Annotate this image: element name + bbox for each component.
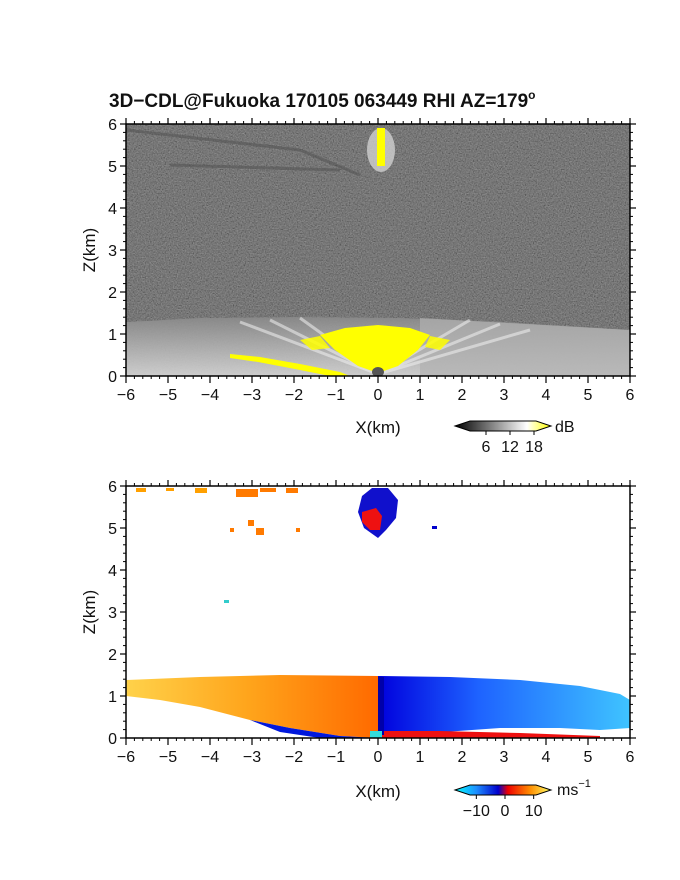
cloud-echo-aloft [377,128,385,166]
chart-title: 3D−CDL@Fukuoka 170105 063449 RHI AZ=179o [109,88,536,112]
x-tick-label: 3 [500,387,509,404]
x-tick-label: 6 [626,749,635,766]
strong-echo-fringe [300,336,450,350]
y-tick-label: 2 [108,285,117,302]
x-tick-label: −2 [285,749,303,766]
y-tick-label: 1 [108,689,117,706]
outflow-east [378,676,630,738]
colorbar-velocity-unit: ms−1 [557,778,591,799]
velocity-ylabel: Z(km) [80,590,99,634]
y-tick-label: 4 [108,563,117,580]
reflectivity-panel [126,124,630,376]
colorbar-tick-label: −10 [463,803,490,820]
x-tick-label: −4 [201,749,219,766]
x-tick-label: −1 [327,749,345,766]
stray-return-blue [432,526,437,529]
x-tick-label: 4 [542,387,551,404]
x-tick-label: −6 [117,387,135,404]
colorbar-velocity-bar [453,784,553,796]
y-tick-label: 5 [108,159,117,176]
colorbar-tick-label: 6 [482,439,491,456]
colorbar-tick-label: 0 [501,803,510,820]
strong-echo-near-radar [320,325,430,373]
low-level-strong-echo [230,354,350,376]
x-tick-label: 6 [626,387,635,404]
x-tick-label: −5 [159,749,177,766]
y-tick-label: 6 [108,479,117,496]
x-tick-label: −2 [285,387,303,404]
reflectivity-xlabel: X(km) [355,418,400,437]
colorbar-tick-label: 12 [501,439,519,456]
upper-level-returns [136,488,300,535]
y-tick-label: 4 [108,201,117,218]
velocity-xlabel: X(km) [355,782,400,801]
outflow-west [126,675,378,738]
y-tick-label: 6 [108,117,117,134]
x-tick-label: 5 [584,749,593,766]
x-tick-label: 2 [458,749,467,766]
reflectivity-ylabel: Z(km) [80,228,99,272]
reflectivity-axes: −6 −5 −4 −3 −2 −1 0 1 2 3 4 5 6 0 1 2 3 4 5 6 [108,117,636,404]
x-tick-label: −3 [243,749,261,766]
stray-return-cyan [224,600,229,603]
velocity-panel [126,486,630,738]
velocity-axes: −6 −5 −4 −3 −2 −1 0 1 2 3 4 5 6 0 1 2 3 4 5 6 [108,479,636,766]
near-ground-dark-east [378,677,384,735]
y-tick-label: 5 [108,521,117,538]
x-tick-label: −6 [117,749,135,766]
x-tick-label: 2 [458,387,467,404]
y-tick-label: 0 [108,369,117,386]
x-tick-label: 3 [500,749,509,766]
x-tick-label: 0 [374,387,383,404]
y-tick-label: 0 [108,731,117,748]
x-tick-label: 5 [584,387,593,404]
reflectivity-colorbar: dB 6 12 18 [453,419,575,456]
colorbar-tick-label: 10 [525,803,543,820]
x-tick-label: −5 [159,387,177,404]
x-tick-label: 4 [542,749,551,766]
y-tick-label: 3 [108,605,117,622]
boundary-layer-echo-east [420,318,630,376]
x-tick-label: −3 [243,387,261,404]
x-tick-label: −4 [201,387,219,404]
radar-marker [372,367,384,376]
colorbar-db-bar [453,420,553,432]
x-tick-label: 1 [416,387,425,404]
near-ground-blue-west [250,720,378,738]
y-tick-label: 2 [108,647,117,664]
x-tick-label: 0 [374,749,383,766]
x-tick-label: 1 [416,749,425,766]
x-tick-label: −1 [327,387,345,404]
y-tick-label: 3 [108,243,117,260]
upper-streaks [126,128,361,177]
y-tick-label: 1 [108,327,117,344]
velocity-colorbar: ms−1 −10 0 10 [453,778,591,820]
radar-gap [370,731,382,738]
near-ground-red-east [378,731,600,738]
colorbar-tick-label: 18 [525,439,543,456]
cloud-echo-aloft-red [362,508,382,530]
colorbar-db-unit: dB [555,419,575,436]
